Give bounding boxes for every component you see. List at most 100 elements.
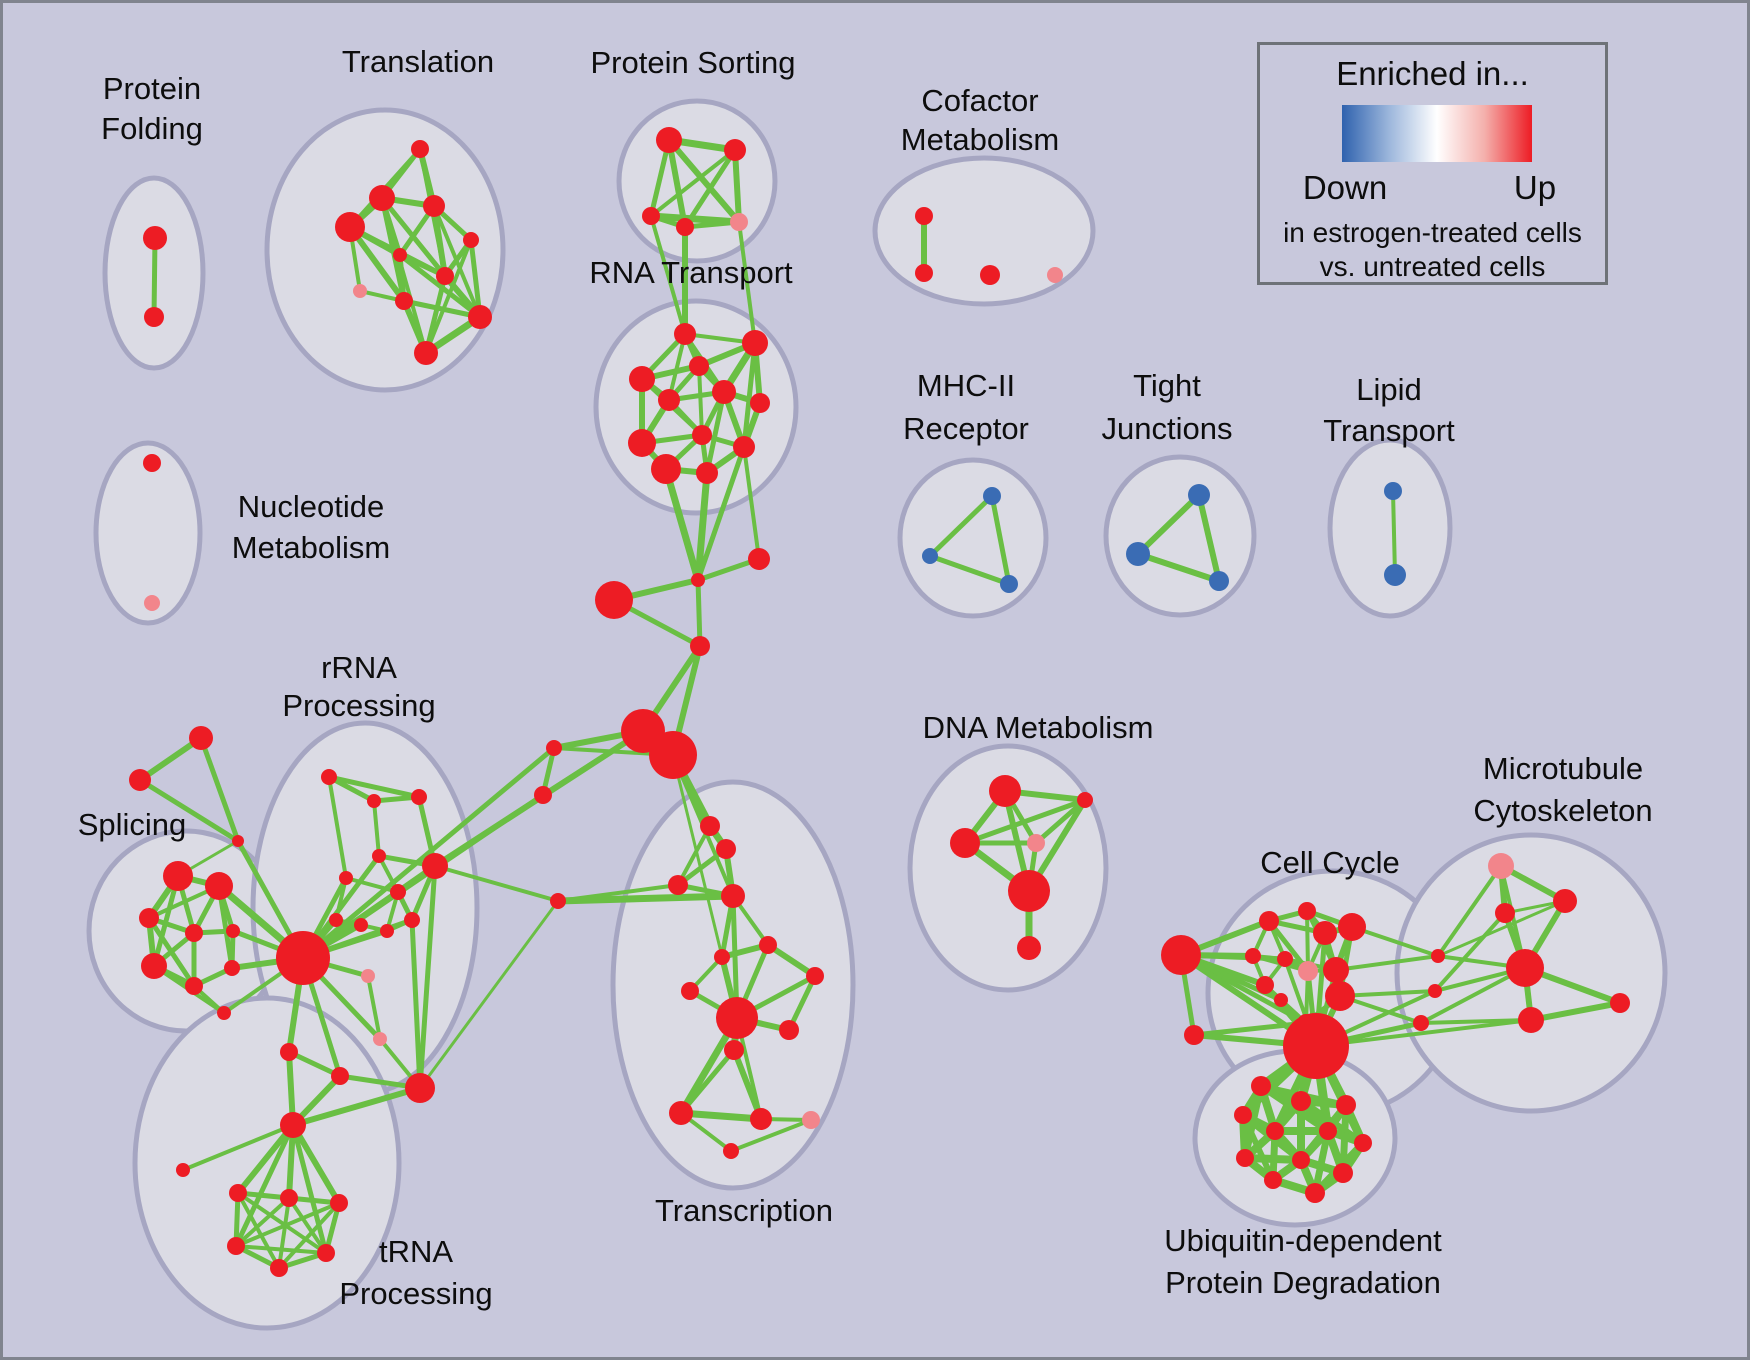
microtubule-cytoskeleton-node-5[interactable] bbox=[1610, 993, 1630, 1013]
rrna-processing-node-5[interactable] bbox=[339, 871, 353, 885]
trna-processing-node-2[interactable] bbox=[229, 1184, 247, 1202]
trna-processing-node-1[interactable] bbox=[176, 1163, 190, 1177]
transcription-node-3[interactable] bbox=[721, 884, 745, 908]
splicing-node-3[interactable] bbox=[185, 924, 203, 942]
rna-transport-node-11[interactable] bbox=[696, 462, 718, 484]
rna-transport-node-9[interactable] bbox=[733, 436, 755, 458]
translation-node-8[interactable] bbox=[395, 292, 413, 310]
translation-node-9[interactable] bbox=[468, 305, 492, 329]
connectors-node-7[interactable] bbox=[534, 786, 552, 804]
transcription-node-15[interactable] bbox=[723, 1143, 739, 1159]
translation-node-2[interactable] bbox=[423, 195, 445, 217]
transcription-node-11[interactable] bbox=[806, 967, 824, 985]
rrna-processing-node-13[interactable] bbox=[373, 1032, 387, 1046]
tight-junctions-node-1[interactable] bbox=[1126, 542, 1150, 566]
rna-transport-node-6[interactable] bbox=[750, 393, 770, 413]
dna-metabolism-node-5[interactable] bbox=[1017, 936, 1041, 960]
ubiquitin-degradation-node-0[interactable] bbox=[1251, 1076, 1271, 1096]
cell-cycle-node-15[interactable] bbox=[1431, 949, 1445, 963]
rrna-processing-node-0[interactable] bbox=[321, 769, 337, 785]
cofactor-metabolism-node-1[interactable] bbox=[915, 264, 933, 282]
connectors-node-2[interactable] bbox=[595, 581, 633, 619]
splicing-node-5[interactable] bbox=[141, 953, 167, 979]
rna-transport-node-5[interactable] bbox=[712, 380, 736, 404]
rrna-processing-node-2[interactable] bbox=[411, 789, 427, 805]
translation-node-3[interactable] bbox=[335, 212, 365, 242]
cofactor-metabolism-node-0[interactable] bbox=[915, 207, 933, 225]
rrna-processing-node-16[interactable] bbox=[405, 1073, 435, 1103]
splicing-node-1[interactable] bbox=[205, 872, 233, 900]
transcription-node-4[interactable] bbox=[550, 893, 566, 909]
rrna-processing-node-7[interactable] bbox=[329, 913, 343, 927]
ubiquitin-degradation-node-11[interactable] bbox=[1305, 1183, 1325, 1203]
rna-transport-node-1[interactable] bbox=[742, 330, 768, 356]
mhc-ii-receptor-node-2[interactable] bbox=[1000, 575, 1018, 593]
connectors-node-3[interactable] bbox=[690, 636, 710, 656]
splicing-node-9[interactable] bbox=[217, 1006, 231, 1020]
rrna-processing-node-1[interactable] bbox=[367, 794, 381, 808]
lipid-transport-node-1[interactable] bbox=[1384, 564, 1406, 586]
rrna-processing-node-10[interactable] bbox=[404, 912, 420, 928]
splicing-node-10[interactable] bbox=[189, 726, 213, 750]
protein-sorting-node-1[interactable] bbox=[724, 139, 746, 161]
ubiquitin-degradation-node-6[interactable] bbox=[1354, 1134, 1372, 1152]
cell-cycle-node-2[interactable] bbox=[1259, 911, 1279, 931]
transcription-node-9[interactable] bbox=[779, 1020, 799, 1040]
ubiquitin-degradation-node-4[interactable] bbox=[1266, 1122, 1284, 1140]
nucleotide-metabolism-node-0[interactable] bbox=[143, 454, 161, 472]
transcription-node-8[interactable] bbox=[716, 997, 758, 1039]
connectors-node-6[interactable] bbox=[546, 740, 562, 756]
splicing-node-7[interactable] bbox=[224, 960, 240, 976]
trna-processing-node-3[interactable] bbox=[280, 1189, 298, 1207]
trna-processing-node-6[interactable] bbox=[317, 1244, 335, 1262]
rna-transport-node-3[interactable] bbox=[629, 366, 655, 392]
rrna-processing-node-11[interactable] bbox=[276, 931, 330, 985]
rrna-processing-node-8[interactable] bbox=[354, 918, 368, 932]
microtubule-cytoskeleton-node-4[interactable] bbox=[1518, 1007, 1544, 1033]
translation-node-5[interactable] bbox=[393, 248, 407, 262]
rna-transport-node-2[interactable] bbox=[689, 356, 709, 376]
cell-cycle-node-7[interactable] bbox=[1277, 951, 1293, 967]
trna-processing-node-4[interactable] bbox=[330, 1194, 348, 1212]
transcription-node-13[interactable] bbox=[750, 1108, 772, 1130]
trna-processing-node-7[interactable] bbox=[270, 1259, 288, 1277]
rna-transport-node-10[interactable] bbox=[651, 454, 681, 484]
dna-metabolism-node-0[interactable] bbox=[989, 775, 1021, 807]
ubiquitin-degradation-node-9[interactable] bbox=[1333, 1163, 1353, 1183]
transcription-node-10[interactable] bbox=[724, 1040, 744, 1060]
transcription-node-5[interactable] bbox=[759, 936, 777, 954]
rrna-processing-node-4[interactable] bbox=[422, 853, 448, 879]
cell-cycle-node-8[interactable] bbox=[1298, 961, 1318, 981]
ubiquitin-degradation-node-3[interactable] bbox=[1336, 1095, 1356, 1115]
splicing-node-6[interactable] bbox=[185, 977, 203, 995]
microtubule-cytoskeleton-node-1[interactable] bbox=[1553, 889, 1577, 913]
splicing-node-8[interactable] bbox=[232, 835, 244, 847]
dna-metabolism-node-1[interactable] bbox=[1077, 792, 1093, 808]
rna-transport-node-0[interactable] bbox=[674, 323, 696, 345]
rrna-processing-node-14[interactable] bbox=[280, 1043, 298, 1061]
translation-node-1[interactable] bbox=[369, 185, 395, 211]
nucleotide-metabolism-node-1[interactable] bbox=[144, 595, 160, 611]
transcription-node-12[interactable] bbox=[669, 1101, 693, 1125]
tight-junctions-node-2[interactable] bbox=[1209, 571, 1229, 591]
mhc-ii-receptor-node-0[interactable] bbox=[983, 487, 1001, 505]
rrna-processing-node-3[interactable] bbox=[372, 849, 386, 863]
translation-node-6[interactable] bbox=[436, 267, 454, 285]
dna-metabolism-node-3[interactable] bbox=[1027, 834, 1045, 852]
cell-cycle-node-1[interactable] bbox=[1184, 1025, 1204, 1045]
cell-cycle-node-4[interactable] bbox=[1313, 921, 1337, 945]
protein-sorting-node-0[interactable] bbox=[656, 127, 682, 153]
transcription-node-14[interactable] bbox=[802, 1111, 820, 1129]
splicing-node-0[interactable] bbox=[163, 861, 193, 891]
rrna-processing-node-9[interactable] bbox=[380, 924, 394, 938]
mhc-ii-receptor-node-1[interactable] bbox=[922, 548, 938, 564]
ubiquitin-degradation-node-7[interactable] bbox=[1236, 1149, 1254, 1167]
cell-cycle-node-13[interactable] bbox=[1325, 981, 1355, 1011]
ubiquitin-degradation-node-10[interactable] bbox=[1264, 1171, 1282, 1189]
translation-node-0[interactable] bbox=[411, 140, 429, 158]
tight-junctions-node-0[interactable] bbox=[1188, 484, 1210, 506]
protein-folding-node-0[interactable] bbox=[143, 226, 167, 250]
rna-transport-node-4[interactable] bbox=[658, 389, 680, 411]
cell-cycle-node-0[interactable] bbox=[1161, 935, 1201, 975]
ubiquitin-degradation-node-2[interactable] bbox=[1291, 1091, 1311, 1111]
